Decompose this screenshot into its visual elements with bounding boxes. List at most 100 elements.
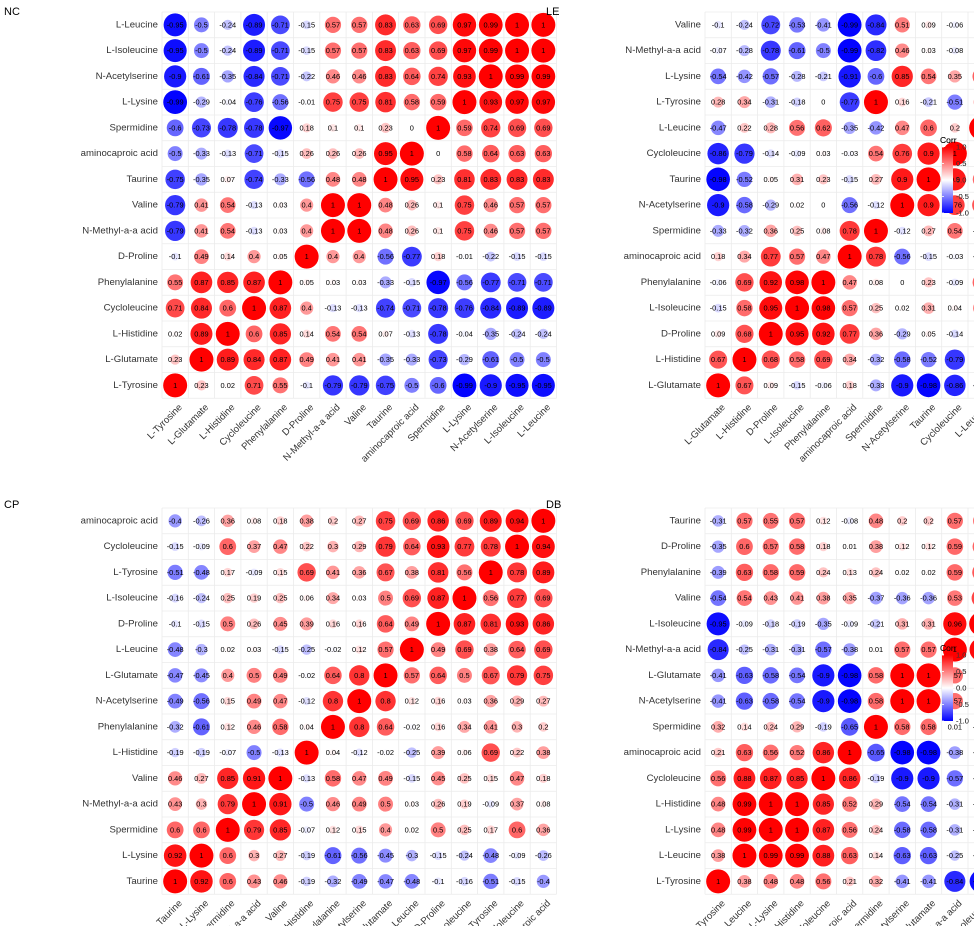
corr-value-label: 0.5 — [380, 800, 390, 809]
corr-value-label: 0.38 — [737, 877, 751, 886]
corr-point — [710, 796, 726, 812]
corr-point — [870, 173, 882, 185]
corr-value-label: 0.64 — [484, 149, 498, 158]
corr-value-label: 0.5 — [459, 671, 469, 680]
corr-point — [735, 376, 754, 395]
corr-value-label: -0.07 — [298, 825, 315, 834]
corr-point — [196, 772, 207, 784]
corr-point — [382, 749, 389, 756]
corr-point — [355, 645, 364, 654]
row-label: Taurine — [670, 174, 701, 185]
corr-point — [733, 767, 756, 790]
corr-point — [374, 142, 398, 166]
corr-value-label: -0.02 — [403, 722, 420, 731]
corr-value-label: 0.4 — [380, 825, 390, 834]
corr-point — [355, 594, 363, 602]
corr-value-label: 0.54 — [221, 226, 235, 235]
corr-point — [762, 667, 779, 684]
corr-point — [920, 351, 937, 368]
corr-value-label: -0.6 — [432, 381, 445, 390]
corr-value-label: -0.15 — [430, 851, 447, 860]
corr-value-label: 0 — [436, 149, 440, 158]
corr-point — [170, 354, 181, 365]
corr-value-label: 0.45 — [273, 619, 287, 628]
corr-point — [402, 588, 422, 608]
corr-point — [532, 613, 555, 635]
corr-point — [455, 640, 474, 659]
corr-point — [406, 225, 418, 237]
corr-point — [793, 149, 801, 158]
corr-value-label: 0.78 — [842, 226, 856, 235]
corr-value-label: 0.25 — [221, 594, 235, 603]
corr-value-label: -0.58 — [894, 355, 911, 364]
corr-point — [764, 643, 777, 656]
corr-point — [505, 90, 529, 114]
corr-value-label: 1 — [199, 355, 203, 364]
corr-value-label: -0.21 — [815, 72, 832, 81]
corr-point — [872, 278, 880, 287]
corr-point — [785, 296, 810, 321]
corr-value-label: 0.03 — [247, 645, 261, 654]
corr-value-label: 0.23 — [431, 175, 445, 184]
row-label: Taurine — [127, 876, 158, 887]
corr-value-label: -0.91 — [841, 72, 858, 81]
corr-point — [403, 41, 421, 60]
corr-point — [163, 39, 187, 63]
corr-point — [408, 826, 416, 834]
corr-value-label: 0.8 — [354, 722, 364, 731]
corr-value-label: 0.4 — [328, 252, 338, 261]
corr-point — [435, 150, 442, 157]
corr-value-label: 1 — [383, 175, 387, 184]
corr-value-label: -0.35 — [973, 774, 974, 783]
corr-value-label: -0.65 — [868, 748, 885, 757]
corr-value-label: 0.23 — [194, 381, 208, 390]
corr-point — [268, 766, 293, 791]
corr-point — [505, 38, 530, 63]
corr-point — [508, 222, 526, 240]
row-label: N-Methyl-a-a acid — [625, 644, 701, 655]
corr-point — [297, 563, 316, 582]
corr-value-label: -0.58 — [762, 671, 779, 680]
corr-value-label: 0.81 — [431, 568, 445, 577]
corr-value-label: 0.69 — [457, 516, 471, 525]
corr-value-label: 0.26 — [431, 800, 445, 809]
corr-point — [192, 67, 210, 85]
corr-point — [758, 321, 783, 346]
corr-point — [863, 218, 888, 243]
corr-value-label: -0.29 — [894, 329, 911, 338]
corr-value-label: 0.57 — [510, 226, 524, 235]
corr-value-label: 0.8 — [328, 697, 338, 706]
corr-point — [867, 692, 885, 710]
corr-point — [322, 690, 344, 712]
corr-point — [222, 592, 233, 604]
corr-value-label: -0.21 — [920, 98, 937, 107]
corr-value-label: 0.64 — [405, 542, 419, 551]
corr-value-label: 0.15 — [352, 825, 366, 834]
corr-point — [736, 299, 753, 317]
corr-point — [511, 695, 523, 707]
corr-point — [219, 299, 237, 317]
corr-value-label: -0.09 — [193, 542, 210, 551]
corr-point — [300, 617, 314, 631]
corr-value-label: -0.32 — [736, 226, 753, 235]
corr-point — [839, 92, 860, 113]
corr-value-label: 0.49 — [352, 800, 366, 809]
corr-point — [916, 167, 941, 192]
row-label: Cycloleucine — [104, 541, 158, 552]
row-label: L-Glutamate — [648, 670, 701, 681]
row-label: L-Glutamate — [648, 380, 701, 391]
corr-value-label: 0.29 — [869, 800, 883, 809]
corr-point — [429, 666, 447, 685]
corr-value-label: -0.56 — [193, 697, 210, 706]
corr-point — [843, 353, 856, 366]
corr-point — [273, 616, 288, 631]
corr-point — [458, 354, 471, 366]
corr-point — [951, 304, 959, 312]
corr-value-label: -0.31 — [762, 645, 779, 654]
corr-point — [791, 70, 803, 82]
corr-point — [353, 566, 366, 579]
corr-point — [399, 637, 424, 662]
corr-point — [872, 646, 880, 653]
corr-value-label: -0.15 — [841, 175, 858, 184]
